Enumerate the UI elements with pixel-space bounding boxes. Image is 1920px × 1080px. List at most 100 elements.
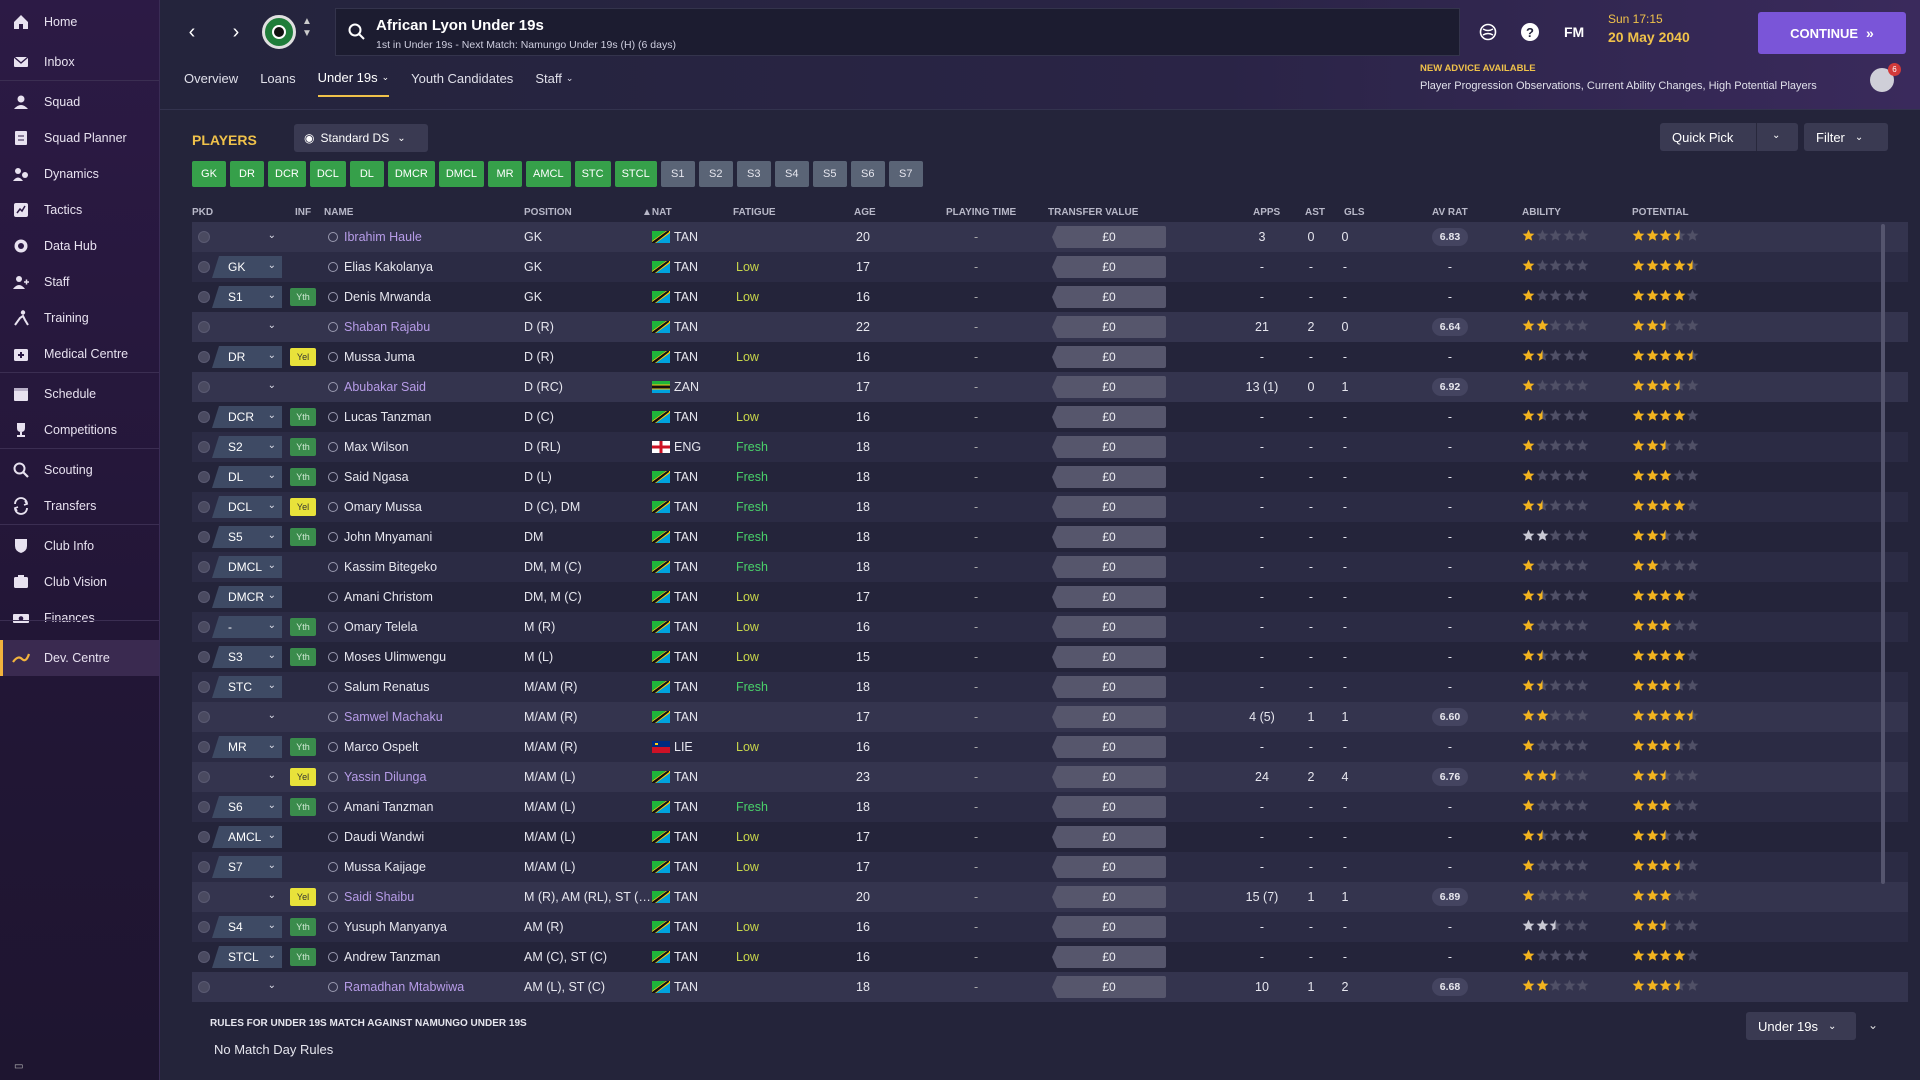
transfer-value[interactable]: £0 [1052,376,1166,398]
pkd-select[interactable]: S5 ⌄ [212,526,282,548]
club-switcher-icon[interactable]: ▲ ▼ [302,16,312,39]
row-select-checkbox[interactable] [198,921,210,933]
position-button-s5[interactable]: S5 [812,161,847,187]
transfer-value[interactable]: £0 [1052,706,1166,728]
player-name-link[interactable]: Ibrahim Haule [344,230,422,244]
player-name-link[interactable]: Max Wilson [344,440,409,454]
transfer-value[interactable]: £0 [1052,226,1166,248]
table-row[interactable]: ⌄ Abubakar Said D (RC) ZAN 17 - £0 13 (1) 0 1 6.92 [192,372,1908,402]
pkd-select[interactable]: DR ⌄ [212,346,282,368]
pkd-select[interactable]: GK ⌄ [212,256,282,278]
row-select-checkbox[interactable] [198,291,210,303]
table-row[interactable]: DCR ⌄ Yth Lucas Tanzman D (C) TAN Low 16 - £0 - - - - [192,402,1908,432]
row-select-checkbox[interactable] [198,591,210,603]
position-button-dl[interactable]: DL [349,161,384,187]
row-select-checkbox[interactable] [198,951,210,963]
collapse-chevron-icon[interactable]: ⌄ [1868,1018,1879,1032]
transfer-value[interactable]: £0 [1052,346,1166,368]
table-row[interactable]: S7 ⌄ Mussa Kaijage M/AM (L) TAN Low 17 - £0 - - - - [192,852,1908,882]
pkd-select[interactable]: DCR ⌄ [212,406,282,428]
pkd-select[interactable]: ⌄ [212,376,282,398]
table-row[interactable]: ⌄ Samwel Machaku M/AM (R) TAN 17 - £0 4 (5) 1 1 6.… [192,702,1908,732]
row-select-checkbox[interactable] [198,651,210,663]
row-select-checkbox[interactable] [198,441,210,453]
table-row[interactable]: GK ⌄ Elias Kakolanya GK TAN Low 17 - £0 - - - - [192,252,1908,282]
transfer-value[interactable]: £0 [1052,646,1166,668]
row-select-checkbox[interactable] [198,531,210,543]
player-name-link[interactable]: Samwel Machaku [344,710,443,724]
pkd-select[interactable]: DMCR ⌄ [212,586,282,608]
tab-overview[interactable]: Overview [184,71,239,86]
sidebar-item-competitions[interactable]: Competitions [0,412,159,448]
transfer-value[interactable]: £0 [1052,676,1166,698]
sidebar-item-schedule[interactable]: Schedule [0,376,159,412]
row-select-checkbox[interactable] [198,561,210,573]
player-name-link[interactable]: Amani Tanzman [344,800,434,814]
transfer-value[interactable]: £0 [1052,286,1166,308]
row-select-checkbox[interactable] [198,801,210,813]
sidebar-item-tactics[interactable]: Tactics [0,192,159,228]
col-nat[interactable]: ▲NAT [642,207,672,218]
transfer-value[interactable]: £0 [1052,976,1166,998]
tab-under-19s[interactable]: Under 19s ⌄ [317,70,390,97]
sidebar-item-squad-planner[interactable]: Squad Planner [0,120,159,156]
row-select-checkbox[interactable] [198,891,210,903]
table-row[interactable]: AMCL ⌄ Daudi Wandwi M/AM (L) TAN Low 17 - £0 - - - - [192,822,1908,852]
row-select-checkbox[interactable] [198,711,210,723]
pkd-select[interactable]: MR ⌄ [212,736,282,758]
pkd-select[interactable]: AMCL ⌄ [212,826,282,848]
table-row[interactable]: S6 ⌄ Yth Amani Tanzman M/AM (L) TAN Fresh 18 - £0… [192,792,1908,822]
transfer-value[interactable]: £0 [1052,256,1166,278]
sidebar-item-scouting[interactable]: Scouting [0,452,159,488]
transfer-value[interactable]: £0 [1052,736,1166,758]
quick-pick-button[interactable]: Quick Pick ⌄ [1660,123,1798,151]
player-name-link[interactable]: Yusuph Manyanya [344,920,447,934]
player-name-link[interactable]: Said Ngasa [344,470,409,484]
sidebar-item-training[interactable]: Training [0,300,159,336]
transfer-value[interactable]: £0 [1052,436,1166,458]
col-position[interactable]: POSITION [524,207,572,218]
rules-squad-select[interactable]: Under 19s ⌄ [1746,1012,1856,1040]
position-button-stcl[interactable]: STCL [614,161,657,187]
table-row[interactable]: DCL ⌄ Yel Omary Mussa D (C), DM TAN Fresh 18 - £0… [192,492,1908,522]
player-name-link[interactable]: Kassim Bitegeko [344,560,438,574]
pkd-select[interactable]: ⌄ [212,976,282,998]
col-apps[interactable]: APPS [1253,207,1281,218]
forward-arrow-icon[interactable]: › [232,20,240,43]
player-name-link[interactable]: Salum Renatus [344,680,430,694]
col-inf[interactable]: INF [295,207,312,218]
col-potential[interactable]: POTENTIAL [1632,207,1689,218]
table-row[interactable]: ⌄ Shaban Rajabu D (R) TAN 22 - £0 21 2 0 6.64 [192,312,1908,342]
sidebar-item-club-vision[interactable]: Club Vision [0,564,159,600]
player-name-link[interactable]: Amani Christom [344,590,433,604]
sidebar-item-inbox[interactable]: Inbox [0,44,159,80]
pkd-select[interactable]: ⌄ [212,706,282,728]
help-icon[interactable]: ? [1518,20,1542,44]
player-name-link[interactable]: Ramadhan Mtabwiwa [344,980,465,994]
advice-panel[interactable]: NEW ADVICE AVAILABLE Player Progression … [1420,63,1860,92]
player-name-link[interactable]: Daudi Wandwi [344,830,425,844]
col-ast[interactable]: AST [1305,207,1325,218]
player-name-link[interactable]: Moses Ulimwengu [344,650,447,664]
pkd-select[interactable]: DL ⌄ [212,466,282,488]
row-select-checkbox[interactable] [198,411,210,423]
table-row[interactable]: ⌄ Yel Saidi Shaibu M (R), AM (RL), ST (… TAN… [192,882,1908,912]
transfer-value[interactable]: £0 [1052,496,1166,518]
player-name-link[interactable]: Andrew Tanzman [344,950,441,964]
sidebar-item-finances[interactable]: Finances [0,600,159,636]
tab-youth-candidates[interactable]: Youth Candidates [411,71,514,86]
row-select-checkbox[interactable] [198,831,210,843]
player-name-link[interactable]: Saidi Shaibu [344,890,415,904]
transfer-value[interactable]: £0 [1052,856,1166,878]
position-button-gk[interactable]: GK [192,161,226,187]
player-name-link[interactable]: Shaban Rajabu [344,320,431,334]
row-select-checkbox[interactable] [198,501,210,513]
pkd-select[interactable]: ⌄ [212,886,282,908]
position-button-s3[interactable]: S3 [736,161,771,187]
row-select-checkbox[interactable] [198,261,210,273]
position-button-dmcl[interactable]: DMCL [438,161,485,187]
sidebar-item-transfers[interactable]: Transfers [0,488,159,524]
col-age[interactable]: AGE [854,207,876,218]
table-row[interactable]: ⌄ Ramadhan Mtabwiwa AM (L), ST (C) TAN 18 - £0… [192,972,1908,1002]
club-badge-icon[interactable] [262,15,296,49]
